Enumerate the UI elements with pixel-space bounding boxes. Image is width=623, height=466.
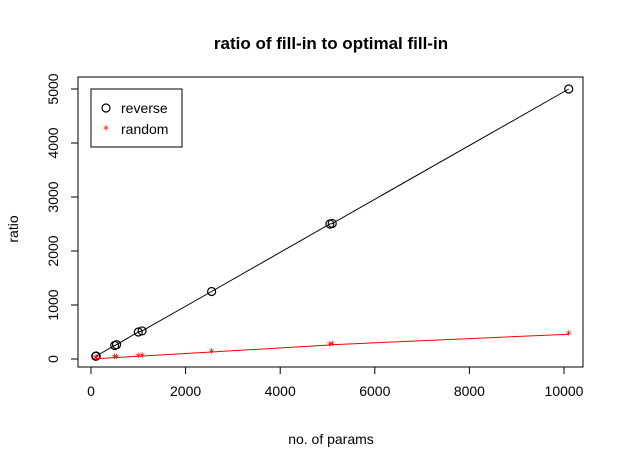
data-point-random: * (93, 353, 99, 367)
data-point-random: * (93, 353, 99, 367)
y-axis: 0 1000 2000 3000 4000 5000 (45, 73, 79, 363)
legend-box (90, 88, 183, 148)
legend-label-random: random (121, 121, 168, 137)
data-point-random: * (327, 339, 333, 353)
data-point-reverse (91, 351, 101, 361)
y-tick-label: 2000 (45, 235, 61, 266)
data-point-reverse (564, 84, 574, 94)
data-point-random: * (112, 352, 118, 366)
chart-title: ratio of fill-in to optimal fill-in (214, 34, 448, 53)
x-tick-label: 10000 (545, 383, 584, 399)
y-tick-label: 4000 (45, 127, 61, 158)
legend-marker-random: * (103, 123, 109, 137)
x-axis: 0 2000 4000 6000 8000 10000 (87, 366, 584, 399)
series-layer: ** ** ** **** (91, 84, 574, 367)
data-point-reverse (207, 286, 217, 297)
data-point-reverse (111, 340, 122, 350)
data-point-reverse (137, 326, 147, 336)
data-point-reverse (133, 327, 143, 337)
data-point-random: * (209, 346, 215, 360)
x-tick-label: 2000 (170, 383, 201, 399)
y-tick-label: 5000 (45, 73, 61, 104)
x-tick-label: 4000 (265, 383, 296, 399)
x-tick-label: 6000 (359, 383, 390, 399)
data-point-random: * (329, 339, 335, 353)
legend-label-reverse: reverse (121, 100, 168, 116)
data-point-reverse (327, 218, 337, 229)
legend-marker-reverse (101, 103, 111, 113)
legend: reverse * random (90, 88, 183, 148)
data-point-random: * (139, 350, 145, 364)
x-tick-label: 0 (87, 383, 95, 399)
y-axis-label: ratio (5, 215, 21, 242)
series-line-reverse (95, 88, 569, 357)
y-tick-label: 1000 (45, 289, 61, 320)
x-tick-label: 8000 (454, 383, 485, 399)
y-tick-label: 3000 (45, 181, 61, 212)
x-axis-label: no. of params (288, 431, 374, 447)
data-point-random: * (566, 328, 572, 342)
y-tick-label: 0 (45, 355, 61, 363)
data-point-random: * (135, 350, 141, 364)
series-line-random (95, 333, 569, 360)
data-point-random: * (114, 352, 120, 366)
